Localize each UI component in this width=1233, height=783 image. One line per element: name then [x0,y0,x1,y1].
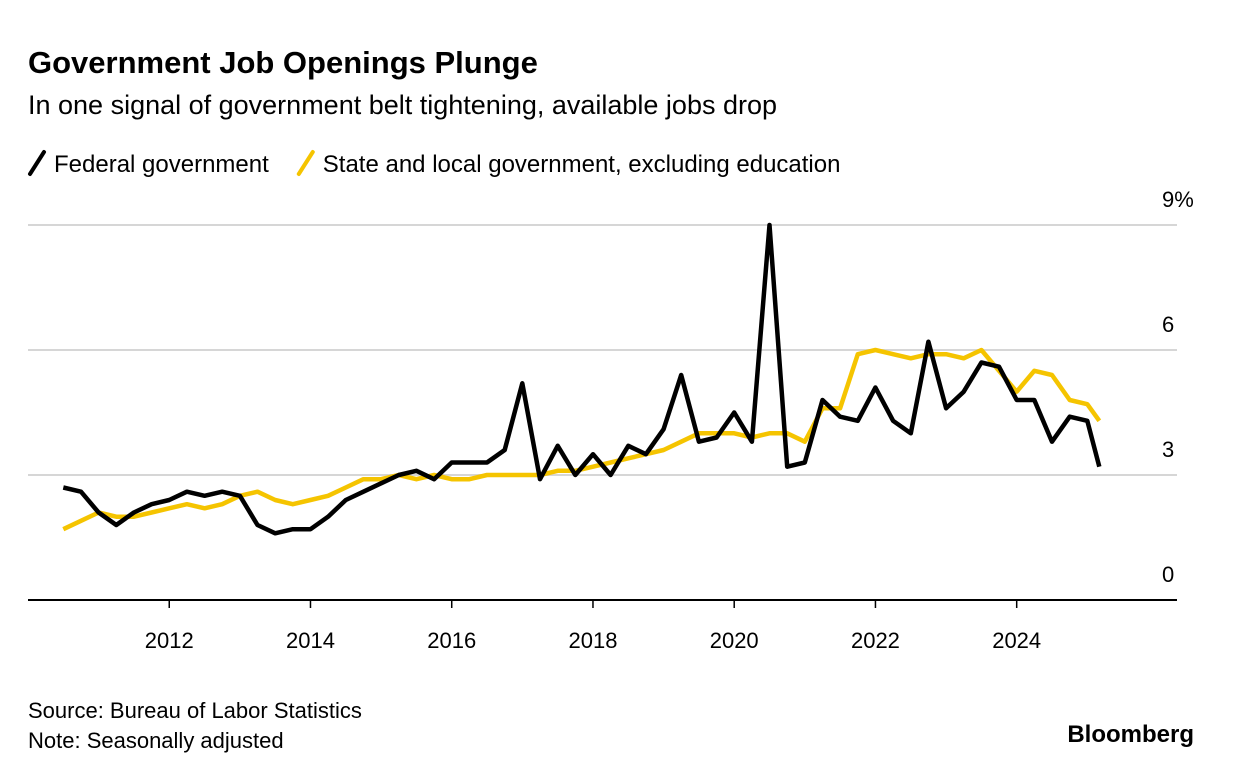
y-tick-label: 6 [1162,312,1174,337]
legend-swatch [28,150,46,176]
chart-title: Government Job Openings Plunge [28,45,538,80]
brand: Bloomberg [1067,721,1194,748]
x-tick-label: 2014 [286,628,335,653]
series-line [62,222,1102,536]
source: Source: Bureau of Labor Statistics [28,698,362,723]
legend-label: Federal government [54,151,269,178]
x-tick-label: 2024 [992,628,1041,653]
x-tick-label: 2018 [568,628,617,653]
x-tick-label: 2012 [145,628,194,653]
x-tick-label: 2020 [710,628,759,653]
x-tick-label: 2022 [851,628,900,653]
legend-swatch [296,150,315,176]
note: Note: Seasonally adjusted [28,728,284,753]
chart-subtitle: In one signal of government belt tighten… [28,90,777,120]
y-tick-label: 9% [1162,187,1194,212]
y-tick-label: 3 [1162,437,1174,462]
y-tick-label: 0 [1162,562,1174,587]
series-line [62,347,1102,532]
x-tick-label: 2016 [427,628,476,653]
legend-label: State and local government, excluding ed… [323,151,841,178]
